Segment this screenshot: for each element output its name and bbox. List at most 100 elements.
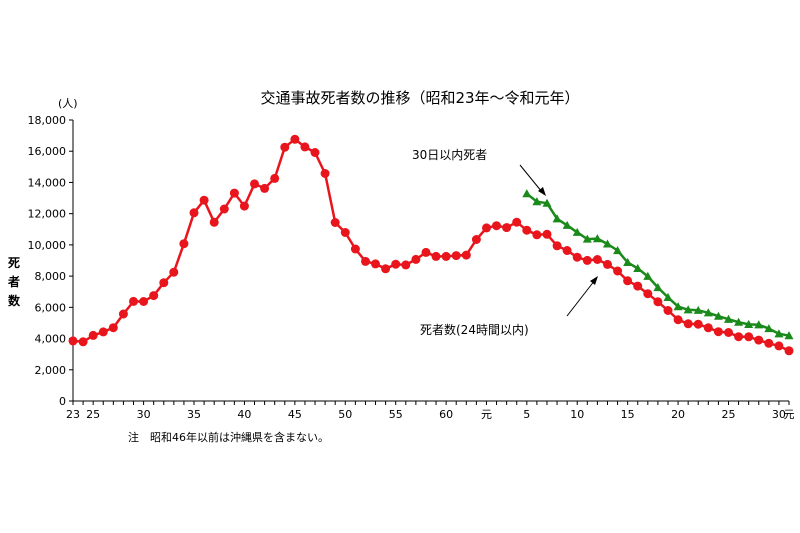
data-point-0 — [713, 327, 723, 337]
annotation-30day-label: 30日以内死者 — [412, 148, 487, 162]
data-point-0 — [98, 327, 108, 337]
data-point-1 — [532, 197, 542, 206]
data-point-0 — [239, 201, 249, 211]
data-point-0 — [582, 255, 592, 265]
data-point-0 — [431, 251, 441, 261]
data-point-1 — [673, 302, 683, 311]
data-point-0 — [653, 297, 663, 307]
x-tick-label: 50 — [338, 408, 352, 421]
data-point-0 — [179, 239, 189, 249]
data-point-1 — [582, 234, 592, 243]
data-point-0 — [169, 267, 179, 277]
data-point-1 — [643, 271, 653, 280]
annotation-24h-label: 死者数(24時間以内) — [420, 322, 529, 337]
data-point-0 — [411, 254, 421, 264]
data-point-0 — [229, 188, 239, 198]
data-point-0 — [270, 173, 280, 183]
data-point-0 — [441, 251, 451, 261]
data-point-0 — [764, 338, 774, 348]
data-point-0 — [774, 341, 784, 351]
y-tick-label: 2,000 — [35, 364, 67, 377]
data-point-0 — [129, 296, 138, 306]
data-point-1 — [734, 317, 744, 326]
y-tick-label: 0 — [59, 395, 66, 408]
annotation-24h-leader — [566, 279, 596, 317]
data-point-0 — [381, 264, 391, 274]
data-point-0 — [542, 229, 552, 239]
data-point-1 — [713, 311, 723, 320]
data-point-0 — [189, 208, 199, 218]
data-point-0 — [724, 328, 733, 337]
data-point-0 — [401, 260, 411, 270]
data-point-0 — [512, 217, 522, 227]
data-point-0 — [451, 251, 461, 261]
y-label-char-3: 数 — [8, 293, 21, 308]
data-point-0 — [532, 230, 542, 240]
x-tick-label: 30 — [772, 408, 786, 421]
y-tick-label: 4,000 — [35, 333, 67, 346]
data-point-0 — [199, 195, 209, 205]
data-point-0 — [78, 337, 88, 347]
annotation-24h-arrowhead — [590, 276, 598, 285]
data-point-1 — [653, 282, 663, 292]
unit-label: (人) — [58, 97, 78, 110]
data-point-1 — [602, 239, 612, 248]
x-tick-label: 35 — [187, 408, 201, 421]
data-point-0 — [784, 346, 794, 356]
x-tick-label: 60 — [439, 408, 453, 421]
data-point-0 — [552, 241, 562, 251]
data-point-0 — [663, 306, 673, 315]
data-point-0 — [421, 247, 431, 257]
series-markers — [68, 134, 794, 356]
data-point-0 — [471, 235, 481, 244]
data-point-1 — [774, 329, 784, 338]
data-point-0 — [522, 225, 532, 235]
data-point-0 — [260, 183, 270, 193]
data-point-0 — [572, 252, 582, 262]
data-point-0 — [219, 204, 229, 214]
data-point-0 — [492, 221, 501, 231]
data-point-0 — [139, 297, 149, 306]
data-point-1 — [693, 305, 703, 314]
data-point-1 — [764, 324, 774, 333]
data-point-0 — [159, 278, 169, 288]
data-point-1 — [744, 319, 754, 329]
data-point-0 — [149, 291, 159, 301]
data-point-1 — [703, 308, 713, 317]
data-point-0 — [744, 332, 754, 342]
data-point-0 — [754, 335, 764, 345]
data-point-0 — [643, 289, 653, 299]
data-point-1 — [613, 246, 623, 255]
data-point-0 — [118, 309, 128, 319]
data-point-0 — [592, 255, 602, 264]
data-point-0 — [350, 244, 360, 254]
x-tick-label: 20 — [671, 408, 685, 421]
chart-title: 交通事故死者数の推移（昭和23年～令和元年） — [260, 89, 579, 107]
annotation-30day-arrowhead — [538, 187, 546, 196]
data-point-0 — [734, 332, 744, 342]
x-tick-label: 40 — [237, 408, 251, 421]
data-point-1 — [633, 263, 643, 273]
data-point-1 — [552, 214, 562, 223]
x-tick-label: 30 — [137, 408, 151, 421]
data-point-1 — [572, 227, 582, 236]
x-tick-label: 10 — [570, 408, 584, 421]
data-point-0 — [300, 142, 310, 152]
x-tick-label: 55 — [389, 408, 403, 421]
data-point-1 — [683, 305, 693, 314]
data-point-0 — [108, 323, 118, 333]
data-point-0 — [88, 330, 98, 340]
x-tick-label: 45 — [288, 408, 302, 421]
data-point-1 — [542, 198, 552, 207]
y-axis-label: 死 者 数 — [7, 256, 21, 308]
annotation-30day-leader — [519, 164, 543, 193]
data-point-0 — [310, 148, 320, 157]
data-point-1 — [663, 292, 673, 301]
data-point-0 — [361, 256, 370, 266]
data-point-0 — [693, 319, 703, 329]
data-point-1 — [592, 234, 602, 243]
data-point-0 — [633, 281, 643, 291]
data-point-0 — [562, 246, 572, 255]
x-tick-label: 25 — [721, 408, 735, 421]
